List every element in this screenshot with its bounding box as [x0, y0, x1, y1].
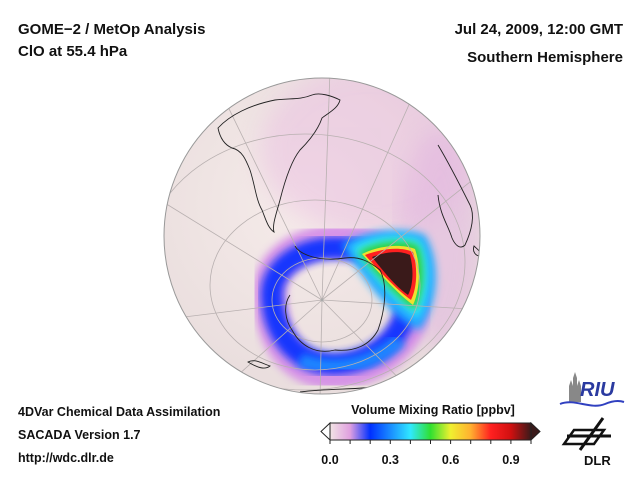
- colorbar-tick-label: 0.9: [502, 453, 520, 467]
- riu-logo: RIU: [559, 372, 625, 407]
- svg-text:RIU: RIU: [580, 379, 615, 401]
- footer-line1: 4DVar Chemical Data Assimilation: [18, 405, 221, 419]
- title-line1: GOME−2 / MetOp Analysis: [18, 21, 206, 38]
- svg-text:DLR: DLR: [584, 453, 611, 468]
- colorbar-tick-label: 0.3: [381, 453, 399, 467]
- footer-line2: SACADA Version 1.7: [18, 428, 141, 442]
- colorbar-tick-label: 0.0: [321, 453, 339, 467]
- date-label: Jul 24, 2009, 12:00 GMT: [454, 21, 623, 38]
- colorbar-title: Volume Mixing Ratio [ppbv]: [351, 403, 515, 417]
- title-line2: ClO at 55.4 hPa: [18, 43, 128, 60]
- globe-outline: [163, 77, 481, 395]
- footer-url-link[interactable]: http://wdc.dlr.de: [18, 451, 114, 465]
- dlr-logo: DLR: [561, 417, 611, 468]
- colorbar-tick-label: 0.6: [441, 453, 460, 467]
- clo-hotspot: [342, 230, 436, 330]
- graticule: [164, 78, 480, 394]
- region-label: Southern Hemisphere: [467, 49, 623, 66]
